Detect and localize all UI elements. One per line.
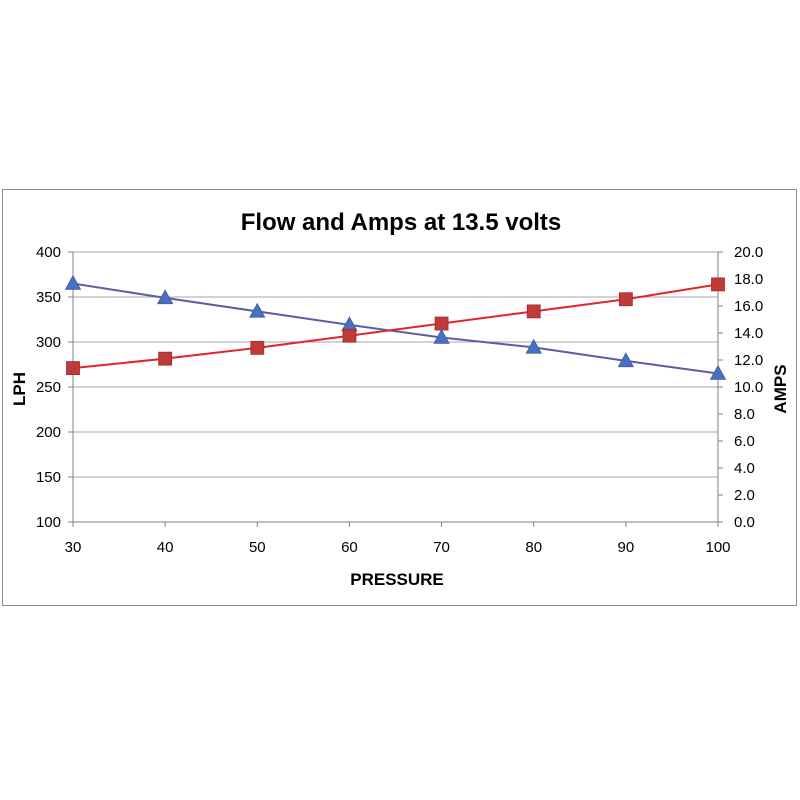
line-chart: Flow and Amps at 13.5 volts 100 150 200 250…	[10, 209, 790, 589]
y2-tick-label: 2.0	[734, 487, 755, 504]
square-marker	[526, 304, 541, 319]
gridlines	[73, 251, 718, 523]
y2-tick-label: 10.0	[734, 379, 763, 396]
x-tick-label: 50	[249, 539, 266, 556]
x-tick-label: 60	[341, 539, 358, 556]
y-tick-label: 300	[36, 334, 61, 351]
y-tick-label: 100	[36, 514, 61, 531]
y-tick-label: 200	[36, 424, 61, 441]
triangle-marker	[249, 302, 266, 318]
x-tick-label: 70	[433, 539, 450, 556]
y2-tick-label: 12.0	[734, 352, 763, 369]
square-marker	[66, 361, 80, 376]
triangle-marker	[64, 274, 82, 290]
triangle-marker	[433, 328, 450, 344]
x-tick-label: 30	[65, 539, 82, 556]
series	[64, 274, 727, 380]
chart-frame: Flow and Amps at 13.5 volts 100 150 200 250…	[2, 189, 797, 606]
chart-title: Flow and Amps at 13.5 volts	[241, 209, 562, 236]
triangle-marker	[525, 338, 542, 354]
y-axis-title: LPH	[10, 372, 29, 406]
y2-tick-label: 18.0	[734, 271, 763, 288]
square-marker	[158, 351, 173, 366]
x-tick-label: 40	[157, 539, 174, 556]
square-marker	[711, 277, 725, 292]
y2-tick-label: 16.0	[734, 298, 763, 315]
y2-tick-label: 0.0	[734, 514, 755, 531]
triangle-marker	[709, 364, 727, 380]
y2-tick-label: 6.0	[734, 433, 755, 450]
x-tick-label: 100	[705, 539, 730, 556]
triangle-marker	[617, 352, 635, 368]
triangle-marker	[156, 289, 174, 305]
square-marker	[250, 340, 265, 355]
y2-tick-label: 8.0	[734, 406, 755, 423]
y-tick-label: 400	[36, 244, 61, 261]
y2-tick-label: 4.0	[734, 460, 755, 477]
series-line-lph	[72, 282, 719, 375]
square-marker	[618, 292, 633, 307]
y2-tick-label: 20.0	[734, 244, 763, 261]
y-tick-label: 250	[36, 379, 61, 396]
y2-tick-label: 14.0	[734, 325, 763, 342]
x-tick-label: 90	[618, 539, 635, 556]
square-marker	[434, 316, 449, 331]
axes	[68, 251, 723, 527]
series-line-amps	[72, 283, 719, 370]
y2-axis-title: AMPS	[771, 364, 790, 413]
square-marker	[342, 328, 357, 343]
y-tick-label: 150	[36, 469, 61, 486]
x-tick-label: 80	[525, 539, 542, 556]
y-tick-label: 350	[36, 289, 61, 306]
tick-labels: 100 150 200 250 300 350 400 0.0 2.0 4.0 6.0 8.0 10.0…	[36, 244, 763, 556]
x-axis-title: PRESSURE	[350, 570, 444, 589]
